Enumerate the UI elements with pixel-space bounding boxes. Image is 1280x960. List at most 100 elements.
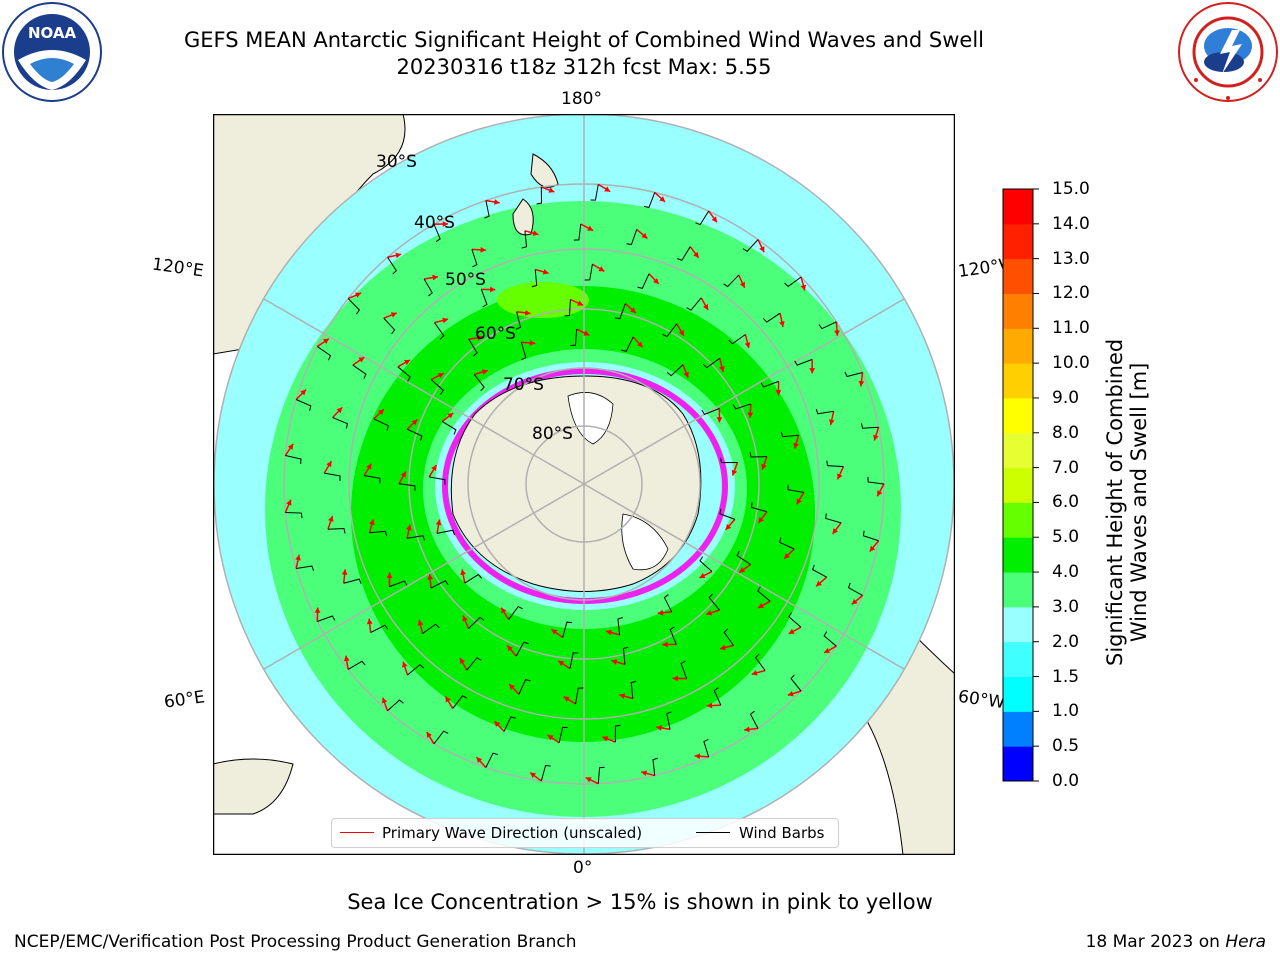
wind-barb	[701, 408, 720, 416]
wind-barb	[788, 612, 802, 628]
lat-label-40s: 40°S	[414, 213, 455, 233]
colorbar-tick-label: 0.0	[1052, 771, 1080, 791]
wind-barb	[540, 764, 551, 782]
wind-barb	[663, 594, 673, 613]
colorbar-segment	[1003, 676, 1033, 712]
wind-barb	[407, 428, 423, 441]
wind-barb	[407, 535, 426, 541]
footer-date-text: 18 Mar 2023 on	[1085, 932, 1226, 952]
wave-arrow-head	[542, 269, 549, 275]
wave-arrow-head	[611, 659, 618, 665]
wind-barb	[666, 711, 672, 730]
wind-barb	[407, 664, 424, 676]
wind-barb	[573, 223, 582, 241]
wind-barb	[430, 379, 444, 395]
wind-barb	[669, 626, 677, 645]
wind-barb	[558, 726, 568, 743]
wave-arrow-head	[336, 407, 343, 414]
wave-arrow-head	[442, 317, 449, 324]
wind-barb	[434, 322, 445, 340]
wave-arrow-head	[662, 641, 668, 648]
wind-barb	[686, 297, 702, 311]
wave-arrow-head	[606, 629, 612, 636]
wave-arrow-head	[757, 602, 764, 609]
lat-label-60s: 60°S	[475, 324, 516, 344]
wave-arrow-head	[476, 334, 483, 341]
colorbar-segment	[1003, 258, 1033, 294]
colorbar-segment	[1003, 641, 1033, 678]
lat-label-50s: 50°S	[445, 270, 486, 290]
wave-arrow-head	[343, 655, 350, 662]
wind-barb	[373, 418, 389, 431]
wave-arrow-head	[873, 434, 879, 441]
legend-wave-line	[340, 832, 374, 833]
wave-arrow-head	[431, 464, 437, 471]
colorbar-tick-label: 7.0	[1052, 457, 1080, 478]
wind-barb	[584, 264, 593, 281]
colorbar-tick-label: 3.0	[1052, 596, 1080, 617]
wave-arrow-head	[587, 225, 594, 231]
wind-barb	[720, 457, 738, 464]
wind-barb	[295, 399, 312, 411]
wind-barb	[485, 752, 498, 768]
colorbar-segment	[1003, 572, 1033, 608]
wind-barb	[466, 657, 482, 671]
lat-label-80s: 80°S	[532, 424, 573, 444]
wind-barb	[387, 256, 398, 275]
wind-barb	[790, 674, 802, 692]
wind-barb	[614, 303, 626, 320]
wave-arrow-head	[719, 366, 725, 372]
lon-label-120e: 120°E	[150, 254, 205, 282]
wind-barb	[708, 593, 720, 611]
lat-label-30s: 30°S	[376, 152, 417, 172]
wave-arrow-head	[437, 373, 444, 379]
wave-arrow-head	[659, 196, 666, 202]
wave-arrow-head	[378, 409, 384, 415]
wave-arrow-head	[619, 693, 626, 699]
wind-barb	[324, 472, 341, 481]
wave-arrow-head	[739, 567, 746, 573]
wind-barb	[343, 578, 362, 584]
wind-barb	[562, 621, 572, 638]
colorbar-segment	[1003, 223, 1033, 260]
colorbar-tick-label: 15.0	[1052, 179, 1090, 199]
wave-arrow-head	[577, 300, 584, 306]
wind-barb	[468, 616, 485, 629]
wind-barb	[652, 757, 658, 776]
wave-arrow-head	[507, 645, 513, 652]
wave-arrow-head	[824, 647, 831, 653]
wind-barb	[332, 417, 349, 429]
wave-arrow-head	[462, 615, 468, 622]
wind-barb	[433, 224, 441, 243]
wave-arrow-head	[551, 629, 558, 635]
wind-barb	[695, 210, 710, 226]
colorbar-tick-label: 4.0	[1052, 562, 1080, 583]
wave-arrow-head	[656, 725, 662, 731]
wave-arrow-head	[744, 342, 751, 349]
wind-barb	[818, 321, 837, 330]
wave-arrow-head	[816, 580, 822, 587]
wave-arrow-head	[788, 628, 795, 634]
wave-arrow-head	[358, 357, 365, 363]
colorbar-tick-label: 5.0	[1052, 527, 1080, 548]
colorbar-segment	[1003, 467, 1033, 503]
wave-arrow-head	[402, 661, 408, 668]
wave-arrow-head	[322, 338, 329, 345]
wind-barb	[317, 346, 332, 361]
wind-barb	[844, 371, 863, 378]
wave-arrow-head	[411, 419, 418, 426]
chart-subtitle: 20230316 t18z 312h fcst Max: 5.55	[396, 55, 772, 79]
wave-arrow-head	[725, 523, 732, 530]
wave-arrow-head	[426, 731, 432, 738]
wind-barb	[626, 229, 638, 246]
wave-arrow-head	[295, 554, 301, 561]
wave-arrow-head	[326, 461, 332, 468]
wind-barb	[536, 187, 543, 205]
wave-arrow-head	[672, 675, 678, 682]
colorbar-tick-label: 13.0	[1052, 248, 1090, 269]
wave-arrow-head	[837, 473, 843, 480]
wind-barb	[723, 274, 740, 288]
wave-arrow-head	[417, 619, 424, 626]
wave-arrow-head	[369, 519, 375, 526]
wind-barb	[699, 556, 713, 572]
